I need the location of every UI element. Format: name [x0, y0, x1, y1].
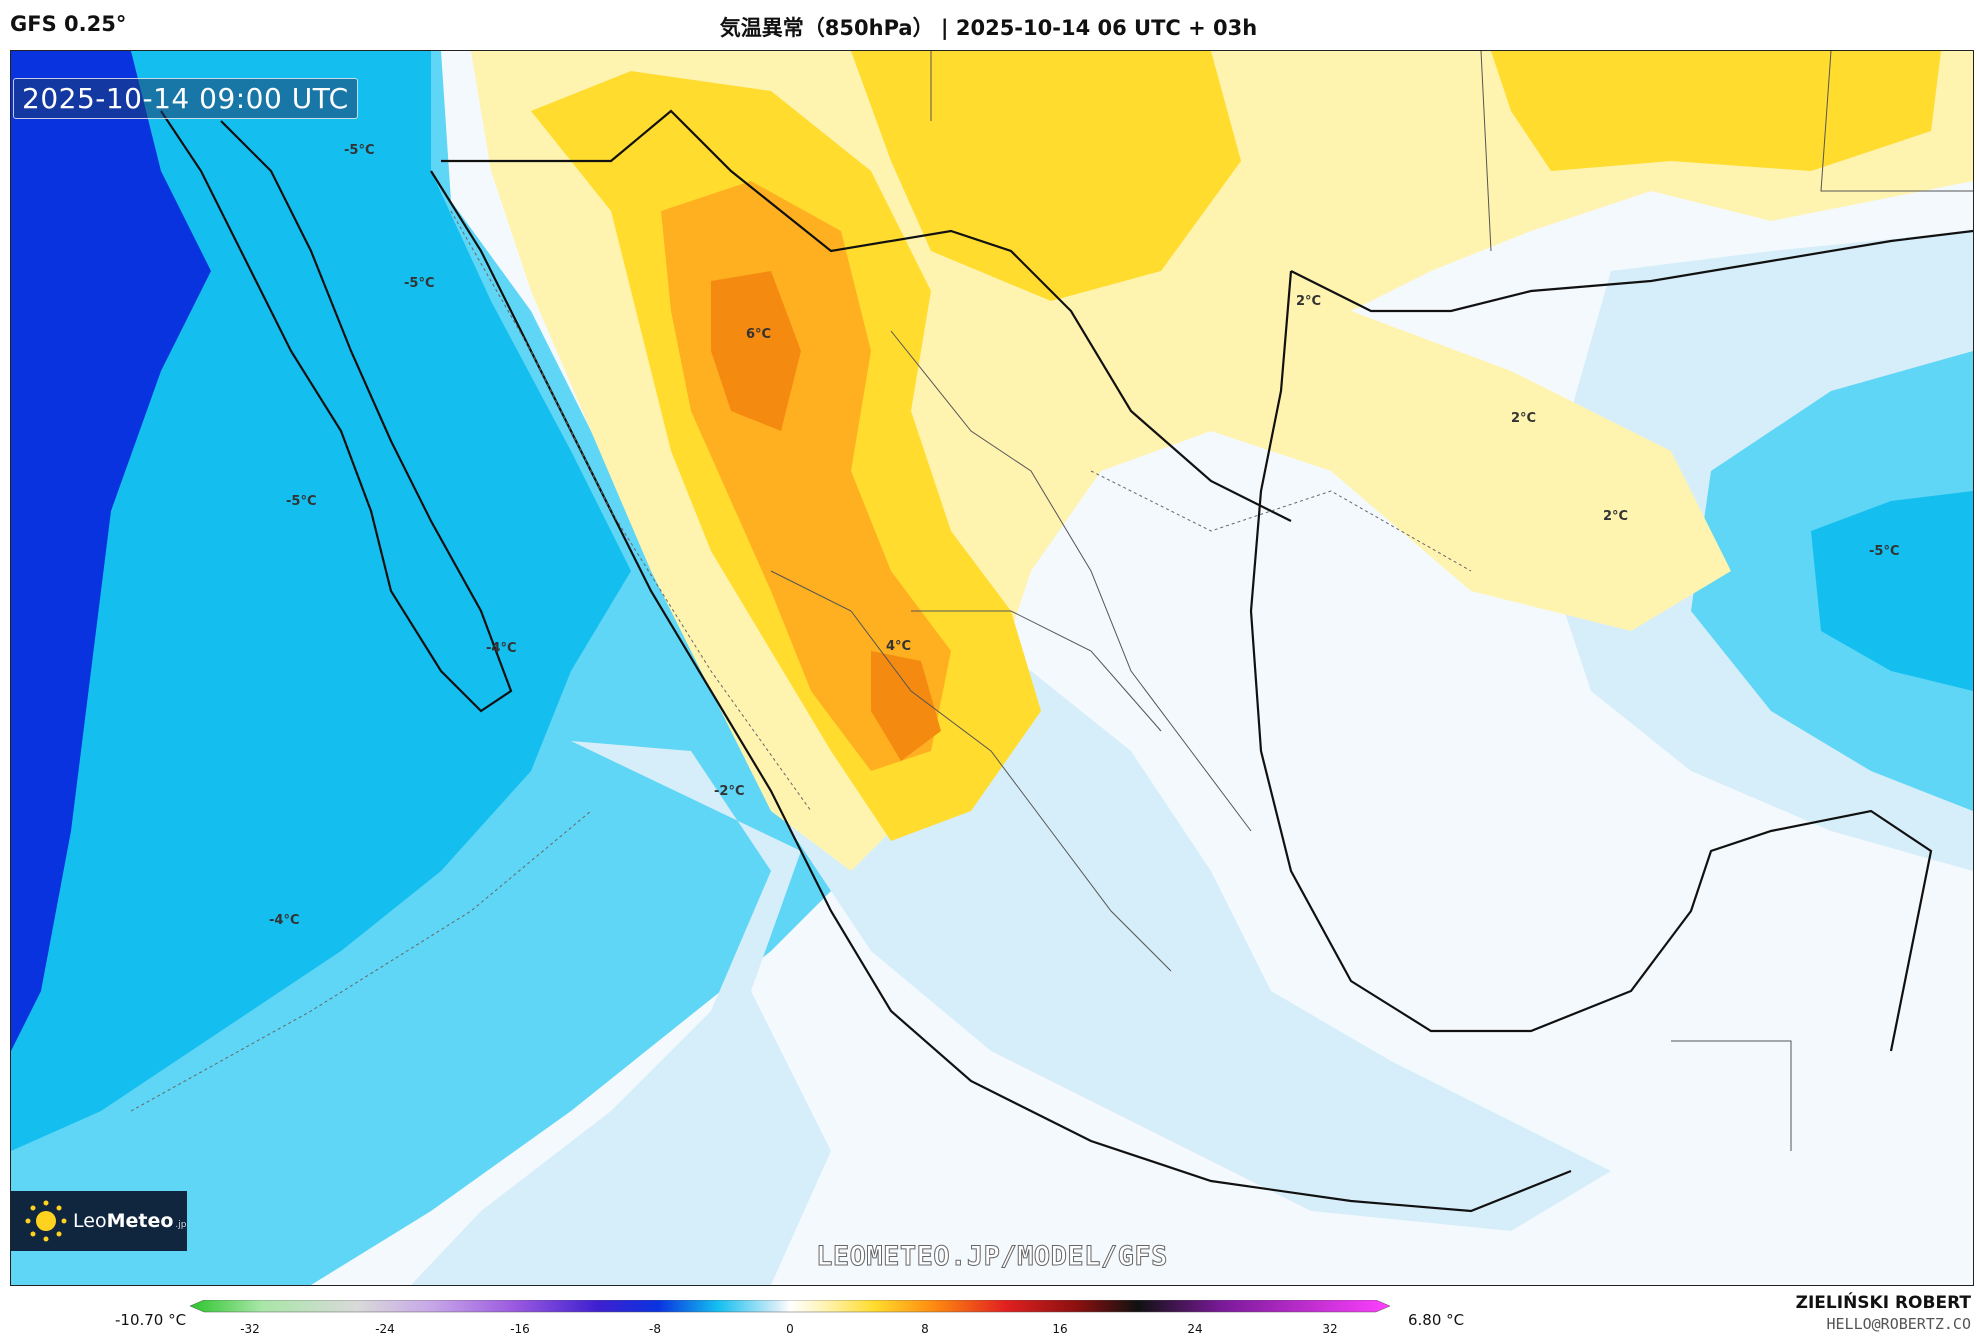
contour-label: -5°C — [1869, 544, 1900, 559]
colorbar-max-label: 6.80 °C — [1408, 1311, 1465, 1329]
colorbar-tick-label: -32 — [240, 1322, 260, 1336]
sun-icon — [25, 1200, 67, 1242]
colorbar-tick-label: 24 — [1187, 1322, 1202, 1336]
colorbar-min-label: -10.70 °C — [115, 1311, 187, 1329]
colorbar-tick-label: -24 — [375, 1322, 395, 1336]
state-border — [890, 330, 1252, 832]
logo-suffix: .jp — [175, 1220, 187, 1230]
contour-label: 2°C — [1296, 294, 1322, 309]
gulf-coastline — [1290, 229, 1973, 313]
model-label: GFS 0.25° — [10, 12, 127, 36]
contour-label: -4°C — [269, 913, 300, 928]
map-title: 気温異常（850hPa） | 2025-10-14 06 UTC + 03h — [719, 16, 1258, 40]
colorbar-tick-label: 16 — [1052, 1322, 1067, 1336]
valid-time-label: 2025-10-14 09:00 UTC — [13, 78, 358, 119]
contour-label: 6°C — [746, 327, 772, 342]
colorbar-tick-label: -16 — [510, 1322, 530, 1336]
map-panel[interactable]: 2025-10-14 09:00 UTC -5°C -5°C 6°C 2°C 2… — [10, 50, 1974, 1286]
contour-label: 4°C — [886, 639, 912, 654]
us-state-border — [1820, 51, 1973, 192]
contour-label: -4°C — [486, 641, 517, 656]
state-border — [770, 570, 1172, 972]
warm-dark-orange-area — [711, 271, 801, 431]
author-name: ZIELIŃSKI ROBERT — [1795, 1293, 1971, 1313]
contour-label: -2°C — [714, 784, 745, 799]
header: GFS 0.25° 気温異常（850hPa） | 2025-10-14 06 U… — [0, 0, 1977, 50]
watermark-url: LEOMETEO.JP/MODEL/GFS — [816, 1241, 1168, 1273]
colorbar-tick-label: 0 — [786, 1322, 794, 1336]
author-email[interactable]: HELLO@ROBERTZ.CO — [1826, 1315, 1972, 1333]
colorbar: -32 -24 -16 -8 0 8 16 24 32 — [190, 1300, 1390, 1336]
temperature-anomaly-map[interactable] — [11, 51, 1973, 1285]
colorbar-tick-label: 8 — [921, 1322, 929, 1336]
central-america-border — [1671, 1040, 1792, 1151]
contour-label: -5°C — [344, 143, 375, 158]
gulf-east-deep-area — [1811, 491, 1973, 691]
logo-name-bold: Meteo — [106, 1210, 174, 1232]
warm-yellow-area-north — [851, 51, 1241, 301]
footer: -10.70 °C — [0, 1285, 1977, 1338]
warm-dark-orange-area-south — [871, 651, 941, 761]
logo-text: LeoMeteo — [73, 1210, 173, 1232]
contour-label: -5°C — [404, 276, 435, 291]
pacific-deep-blue-area — [11, 51, 211, 1051]
mexico-east-coastline — [1249, 270, 1933, 1052]
contour-label: 2°C — [1511, 411, 1537, 426]
colorbar-tick-label: 32 — [1322, 1322, 1337, 1336]
colorbar-tick-label: -8 — [649, 1322, 661, 1336]
us-state-border — [1480, 51, 1492, 252]
contour-label: 2°C — [1603, 509, 1629, 524]
pacific-pale-area — [411, 741, 831, 1285]
baja-coastline — [160, 110, 513, 713]
us-mexico-border — [441, 109, 1292, 522]
leometeo-logo[interactable]: LeoMeteo .jp — [11, 1191, 187, 1251]
contour-label: -5°C — [286, 494, 317, 509]
state-border — [911, 610, 1162, 732]
logo-name: Leo — [73, 1210, 107, 1232]
